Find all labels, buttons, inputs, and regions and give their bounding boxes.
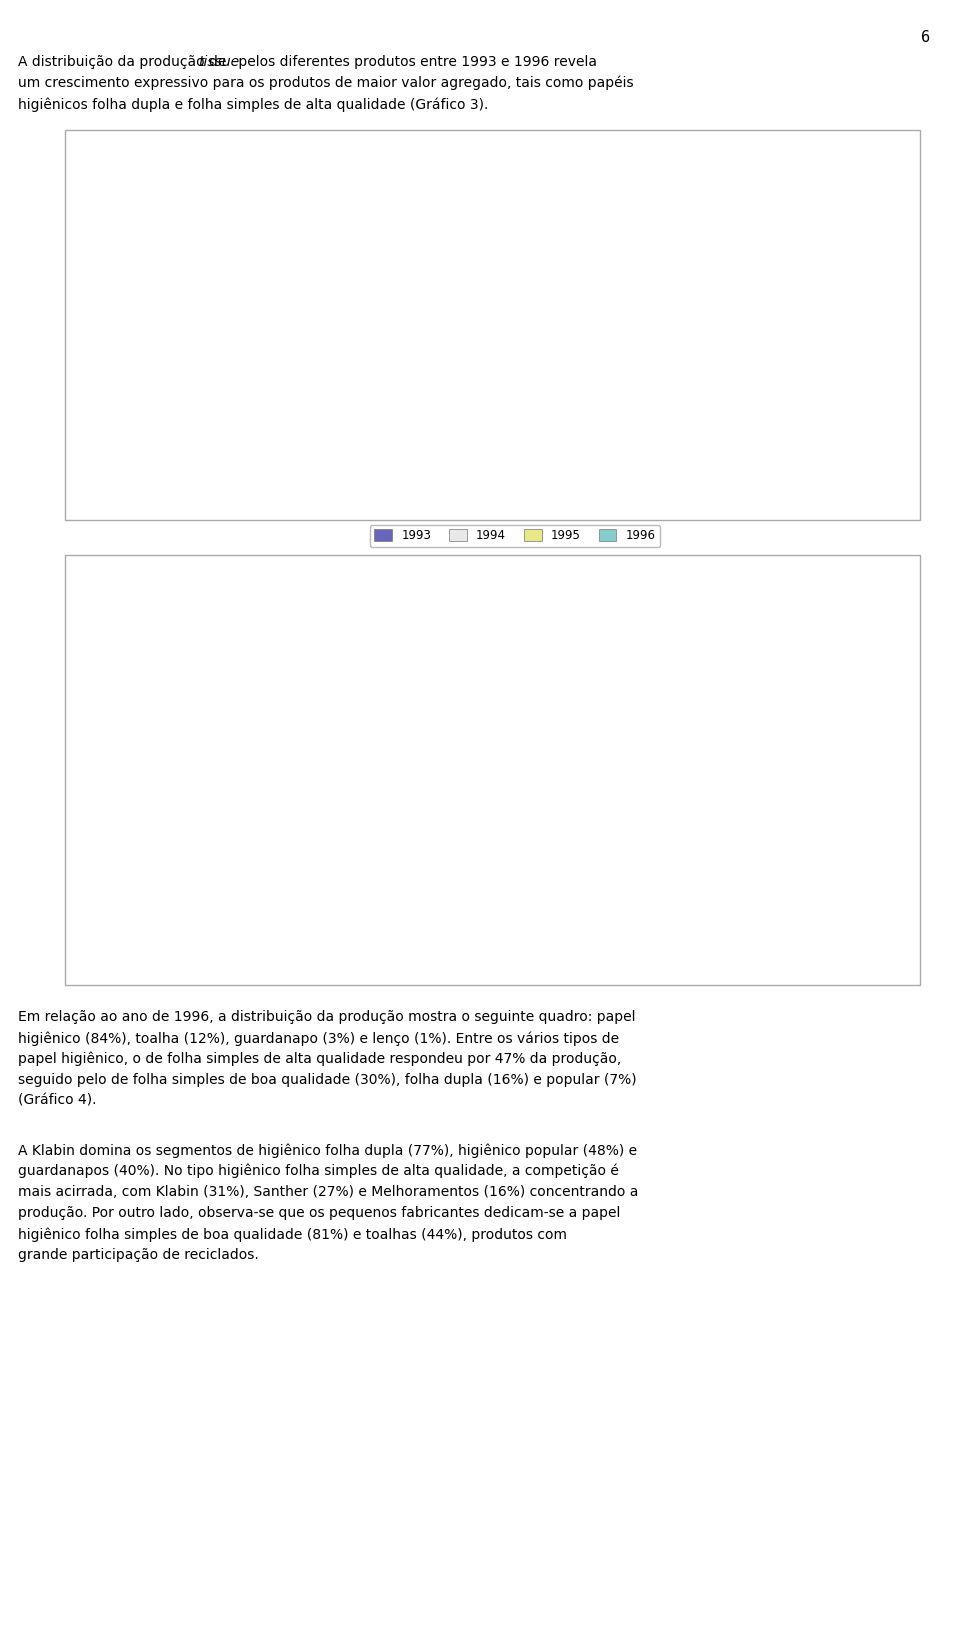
Text: Em relação ao ano de 1996, a distribuição da produção mostra o seguinte quadro: : Em relação ao ano de 1996, a distribuiçã…	[18, 1010, 636, 1024]
Bar	[755, 432, 775, 450]
Wedge shape	[398, 590, 492, 792]
Text: grande participação de reciclados.: grande participação de reciclados.	[18, 1249, 259, 1262]
Bar	[204, 227, 225, 450]
Text: A Klabin domina os segmentos de higiênico folha dupla (77%), higiênico popular (: A Klabin domina os segmentos de higiênic…	[18, 1144, 637, 1158]
Text: tissue: tissue	[198, 54, 239, 69]
Bar	[695, 432, 715, 450]
Text: B.Qual: B.Qual	[330, 864, 375, 877]
Text: higiênico (84%), toalha (12%), guardanapo (3%) e lenço (1%). Entre os vários tip: higiênico (84%), toalha (12%), guardanap…	[18, 1032, 619, 1045]
Bar	[715, 434, 735, 450]
Bar	[366, 401, 385, 450]
Bar	[495, 424, 515, 450]
Wedge shape	[492, 626, 540, 830]
Bar	[385, 396, 405, 450]
Text: papel higiênico, o de folha simples de alta qualidade respondeu por 47% da produ: papel higiênico, o de folha simples de a…	[18, 1052, 621, 1066]
Bar	[645, 375, 664, 450]
Bar	[185, 246, 204, 450]
Bar	[735, 434, 755, 450]
Bar	[586, 386, 605, 450]
Text: um crescimento expressivo para os produtos de maior valor agregado, tais como pa: um crescimento expressivo para os produt…	[18, 76, 634, 90]
Bar	[295, 311, 315, 450]
Bar	[145, 274, 165, 450]
Text: seguido pelo de folha simples de boa qualidade (30%), folha dupla (16%) e popula: seguido pelo de folha simples de boa qua…	[18, 1073, 636, 1088]
Text: 6: 6	[921, 30, 930, 44]
Legend: 1993, 1994, 1995, 1996: 1993, 1994, 1995, 1996	[370, 524, 660, 547]
Wedge shape	[398, 626, 492, 830]
Wedge shape	[465, 610, 604, 994]
Text: 16%: 16%	[335, 705, 357, 718]
Text: F.Simples: F.Simples	[330, 836, 397, 849]
Text: higiênico folha simples de boa qualidade (81%) e toalhas (44%), produtos com: higiênico folha simples de boa qualidade…	[18, 1227, 567, 1242]
Text: 30%: 30%	[330, 894, 353, 907]
Bar	[475, 406, 495, 450]
Text: higiênicos folha dupla e folha simples de alta qualidade (Gráfico 3).: higiênicos folha dupla e folha simples d…	[18, 97, 489, 112]
Bar	[865, 442, 884, 450]
Text: guardanapos (40%). No tipo higiênico folha simples de alta qualidade, a competiç: guardanapos (40%). No tipo higiênico fol…	[18, 1163, 619, 1178]
Wedge shape	[381, 683, 492, 987]
Text: Popular: Popular	[477, 631, 530, 644]
Text: produção. Por outro lado, observa-se que os pequenos fabricantes dedicam-se a pa: produção. Por outro lado, observa-se que…	[18, 1206, 620, 1221]
Text: (Gráfico 4).: (Gráfico 4).	[18, 1094, 97, 1107]
Wedge shape	[465, 646, 604, 1032]
Bar	[405, 375, 424, 450]
Bar	[605, 389, 625, 450]
Text: 47%: 47%	[642, 782, 665, 795]
Bar	[255, 299, 276, 450]
Y-axis label: Mil  Tonelad: Mil Tonelad	[84, 288, 94, 368]
Bar	[625, 383, 645, 450]
Text: A distribuição da produção de: A distribuição da produção de	[18, 54, 230, 69]
Text: G ráfico 3: G ráfico 3	[80, 145, 152, 158]
Text: A.Qual: A.Qual	[642, 751, 687, 764]
Bar	[515, 419, 535, 450]
Bar	[826, 444, 845, 450]
Text: Folha Dupla: Folha Dupla	[335, 675, 418, 688]
Text: Brasil:D istribuição da Produção de PapelH igiênico –1996: Brasil:D istribuição da Produção de Pape…	[80, 590, 600, 606]
Bar	[276, 307, 295, 450]
Text: Brasil:D istribuição da Produção de Papel Sanitário: Brasil:D istribuição da Produção de Pape…	[80, 164, 545, 181]
Bar	[845, 444, 865, 450]
Text: G ráfico 4: G ráfico 4	[80, 568, 152, 582]
Text: pelos diferentes produtos entre 1993 e 1996 revela: pelos diferentes produtos entre 1993 e 1…	[234, 54, 597, 69]
Wedge shape	[381, 721, 492, 1025]
Bar	[165, 260, 185, 450]
Text: F.Simples: F.Simples	[642, 721, 710, 734]
Bar	[315, 307, 335, 450]
Bar	[805, 444, 826, 450]
Wedge shape	[492, 590, 540, 792]
Text: mais acirrada, com Klabin (31%), Santher (27%) e Melhoramentos (16%) concentrand: mais acirrada, com Klabin (31%), Santher…	[18, 1185, 638, 1199]
Bar	[424, 371, 444, 450]
Bar	[535, 409, 555, 450]
Text: 7%: 7%	[496, 652, 511, 665]
